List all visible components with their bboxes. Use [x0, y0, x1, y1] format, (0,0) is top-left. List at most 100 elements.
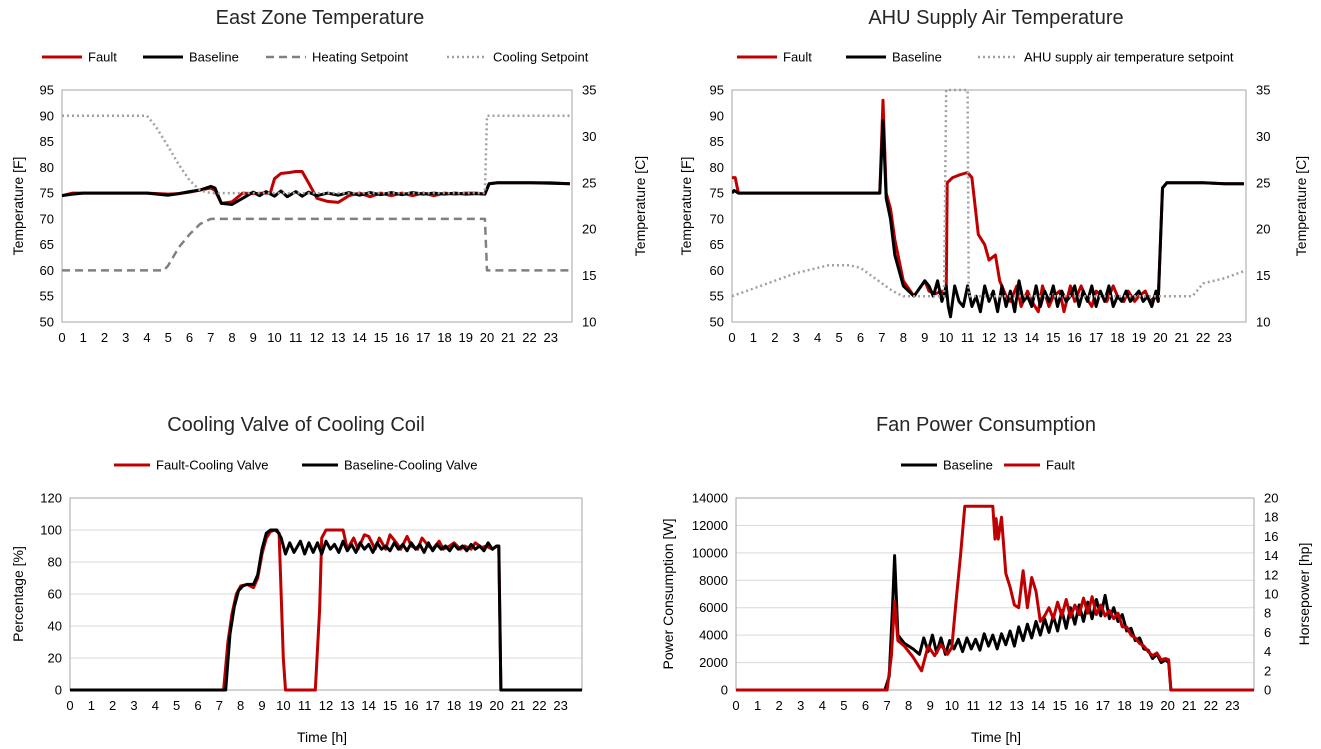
x-tick-label: 6: [186, 330, 193, 345]
y2-axis-label: Horsepower [hp]: [1296, 543, 1312, 646]
y-tick-label: 70: [40, 211, 54, 226]
series-line-fault: [62, 170, 570, 205]
y2-tick-label: 15: [1256, 268, 1270, 283]
y-tick-label: 60: [710, 263, 724, 278]
y-tick-label: 12000: [692, 518, 728, 533]
x-tick-label: 4: [814, 330, 821, 345]
x-tick-label: 3: [797, 698, 804, 713]
x-tick-label: 13: [340, 698, 354, 713]
x-tick-label: 2: [101, 330, 108, 345]
y2-tick-label: 25: [1256, 175, 1270, 190]
y-tick-label: 100: [40, 523, 62, 538]
x-tick-label: 19: [1139, 698, 1153, 713]
x-tick-label: 21: [1175, 330, 1189, 345]
series-line-baseline-cooling-valve: [70, 528, 582, 692]
y-tick-label: 90: [40, 108, 54, 123]
x-tick-label: 17: [416, 330, 430, 345]
y2-tick-label: 14: [1264, 548, 1278, 563]
x-tick-label: 1: [88, 698, 95, 713]
x-tick-label: 12: [319, 698, 333, 713]
x-tick-label: 0: [732, 698, 739, 713]
x-tick-label: 10: [276, 698, 290, 713]
x-tick-label: 1: [750, 330, 757, 345]
x-tick-label: 11: [298, 698, 312, 713]
y-tick-label: 0: [721, 683, 728, 698]
y-tick-label: 14000: [692, 491, 728, 506]
x-tick-label: 4: [143, 330, 150, 345]
y2-tick-label: 20: [582, 222, 596, 237]
legend-label: Fault: [1046, 458, 1075, 473]
y2-tick-label: 2: [1264, 663, 1271, 678]
x-tick-label: 19: [1132, 330, 1146, 345]
y-tick-label: 80: [48, 555, 62, 570]
x-tick-label: 5: [165, 330, 172, 345]
y-tick-label: 55: [710, 289, 724, 304]
y2-axis-label: Temperature [C]: [1293, 156, 1309, 256]
x-axis-label: Time [h]: [297, 729, 347, 745]
plot-area: [69, 497, 583, 691]
x-tick-label: 9: [921, 330, 928, 345]
x-tick-label: 6: [862, 698, 869, 713]
y-tick-label: 40: [48, 619, 62, 634]
y-tick-label: 75: [710, 186, 724, 201]
legend-label: Fault: [783, 50, 812, 65]
x-tick-label: 3: [130, 698, 137, 713]
x-tick-label: 11: [289, 330, 303, 345]
series-line-fault: [736, 504, 1254, 692]
x-tick-label: 20: [1153, 330, 1167, 345]
x-tick-label: 13: [1003, 330, 1017, 345]
y2-tick-label: 0: [1264, 683, 1271, 698]
x-tick-label: 10: [939, 330, 953, 345]
y2-tick-label: 4: [1264, 644, 1271, 659]
y-tick-label: 55: [40, 289, 54, 304]
x-tick-label: 22: [522, 330, 536, 345]
y-axis-label: Temperature [F]: [678, 157, 694, 256]
y-tick-label: 6000: [699, 600, 728, 615]
x-tick-label: 22: [1204, 698, 1218, 713]
y-tick-label: 50: [40, 315, 54, 330]
y-tick-label: 95: [40, 83, 54, 98]
y-tick-label: 0: [55, 683, 62, 698]
y-tick-label: 80: [710, 160, 724, 175]
legend-label: Baseline-Cooling Valve: [344, 458, 477, 473]
y-tick-label: 95: [710, 83, 724, 98]
legend-label: Baseline: [189, 50, 239, 65]
plot-area: [731, 89, 1247, 323]
x-tick-label: 5: [835, 330, 842, 345]
x-tick-label: 7: [216, 698, 223, 713]
series-line-fault-cooling-valve: [70, 528, 582, 692]
x-tick-label: 2: [776, 698, 783, 713]
chart-title: Fan Power Consumption: [876, 414, 1096, 436]
y-tick-label: 75: [40, 186, 54, 201]
y-tick-label: 8000: [699, 573, 728, 588]
x-tick-label: 2: [109, 698, 116, 713]
x-tick-label: 12: [310, 330, 324, 345]
x-tick-label: 20: [489, 698, 503, 713]
x-tick-label: 18: [1110, 330, 1124, 345]
y2-tick-label: 20: [1264, 491, 1278, 506]
y-tick-label: 65: [40, 237, 54, 252]
x-axis-label: Time [h]: [971, 729, 1021, 745]
x-tick-label: 15: [383, 698, 397, 713]
x-tick-label: 21: [511, 698, 525, 713]
x-tick-label: 11: [967, 698, 981, 713]
legend-label: Heating Setpoint: [312, 50, 409, 65]
x-tick-label: 19: [459, 330, 473, 345]
x-tick-label: 22: [532, 698, 546, 713]
x-tick-label: 21: [501, 330, 515, 345]
x-tick-label: 20: [480, 330, 494, 345]
y-tick-label: 60: [40, 263, 54, 278]
x-tick-label: 23: [1217, 330, 1231, 345]
y-tick-label: 80: [40, 160, 54, 175]
x-tick-label: 14: [1031, 698, 1045, 713]
y2-tick-label: 10: [1264, 587, 1278, 602]
y2-tick-label: 16: [1264, 529, 1278, 544]
x-tick-label: 15: [1053, 698, 1067, 713]
x-tick-label: 3: [793, 330, 800, 345]
x-tick-label: 5: [840, 698, 847, 713]
y2-tick-label: 10: [1256, 315, 1270, 330]
x-tick-label: 23: [1225, 698, 1239, 713]
x-tick-label: 10: [945, 698, 959, 713]
x-tick-label: 16: [1067, 330, 1081, 345]
